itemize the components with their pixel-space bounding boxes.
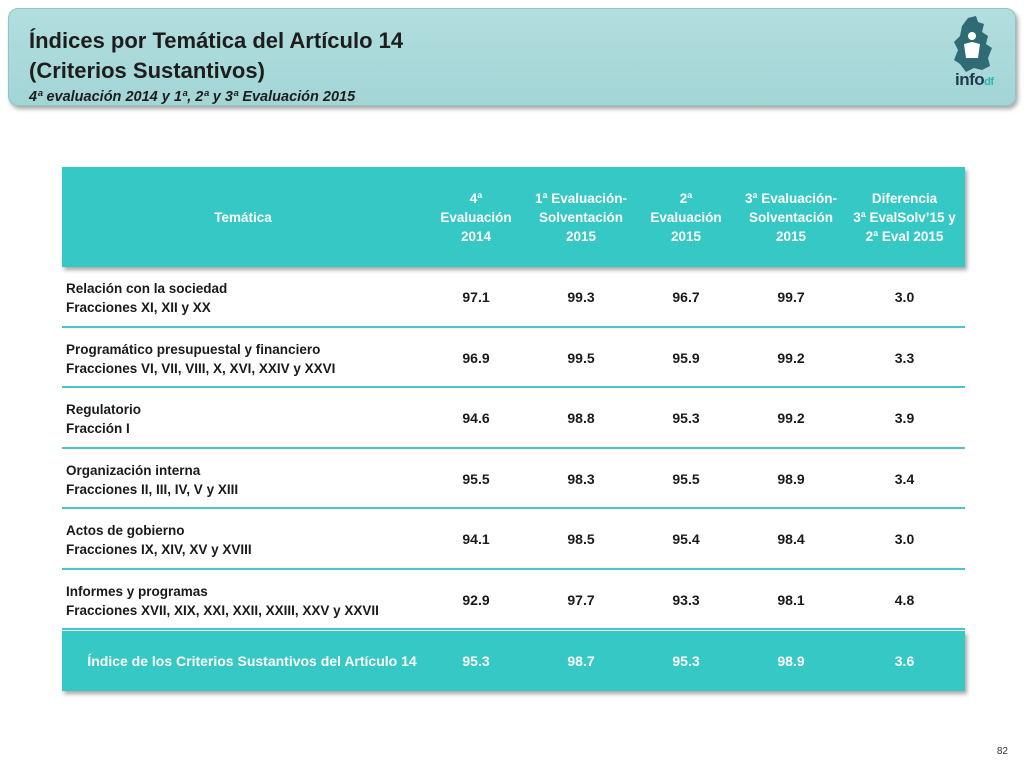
table-cell: 99.3: [567, 289, 595, 305]
total-cell: 98.7: [567, 653, 595, 669]
column-header-tematica: Temática: [214, 209, 272, 225]
page-title-line1: Índices por Temática del Artículo 14: [29, 28, 404, 53]
logo-wordmark-main: info: [955, 70, 985, 89]
column-header-eval1-2015: 1ª Evaluación- Solventación 2015: [534, 190, 628, 244]
table-row: Organización interna Fracciones II, III,…: [62, 449, 965, 509]
table-cell: 95.3: [672, 410, 700, 426]
table-cell: 96.7: [672, 289, 700, 305]
table-cell: 92.9: [462, 591, 490, 608]
table-cell: 97.7: [567, 591, 595, 608]
column-header-eval4-2014: 4ª Evaluación 2014: [440, 190, 512, 244]
column-header-eval3-2015: 3ª Evaluación- Solventación 2015: [744, 190, 838, 244]
table-cell: 95.5: [462, 470, 490, 487]
table-row: Informes y programas Fracciones XVII, XI…: [62, 570, 965, 630]
table-cell: 95.5: [672, 470, 700, 487]
table-cell: 98.8: [567, 410, 595, 426]
page-title-line2: (Criterios Sustantivos): [29, 58, 265, 83]
row-label: Actos de gobierno Fracciones IX, XIV, XV…: [66, 523, 252, 557]
row-label: Programático presupuestal y financiero F…: [66, 341, 336, 376]
logo-wordmark: infodf: [955, 70, 994, 90]
infodf-logo-icon: [954, 16, 992, 72]
table-header: Temática 4ª Evaluación 2014 1ª Evaluació…: [62, 167, 965, 267]
total-cell: 3.6: [894, 653, 915, 669]
total-cell: 98.9: [777, 653, 805, 669]
table-cell: 96.9: [462, 349, 490, 366]
row-label: Informes y programas Fracciones XVII, XI…: [66, 583, 379, 618]
table-cell: 3.0: [894, 289, 915, 305]
criteria-table: Temática 4ª Evaluación 2014 1ª Evaluació…: [62, 167, 965, 691]
row-label: Relación con la sociedad Fracciones XI, …: [66, 281, 228, 315]
table-cell: 3.9: [894, 410, 915, 426]
table-cell: 99.2: [777, 349, 805, 366]
table-cell: 4.8: [894, 591, 915, 608]
table-cell: 99.2: [777, 410, 805, 426]
row-label: Organización interna Fracciones II, III,…: [66, 462, 239, 497]
title-banner: Índices por Temática del Artículo 14 (Cr…: [8, 8, 1016, 106]
table-cell: 97.1: [462, 289, 490, 305]
table-cell: 95.9: [672, 349, 700, 366]
row-label: Regulatorio Fracción I: [66, 402, 142, 436]
table-row: Programático presupuestal y financiero F…: [62, 328, 965, 388]
total-cell: 95.3: [672, 653, 700, 669]
table-cell: 98.5: [567, 531, 595, 547]
table-cell: 99.5: [567, 349, 595, 366]
table-cell: 98.9: [777, 470, 805, 487]
table-cell: 3.3: [894, 349, 915, 366]
table-cell: 93.3: [672, 591, 700, 608]
table-cell: 95.4: [672, 531, 700, 547]
page-number: 82: [996, 746, 1008, 757]
total-cell: 95.3: [462, 653, 490, 669]
table-cell: 94.1: [462, 531, 490, 547]
table-row: Regulatorio Fracción I 94.6 98.8 95.3 99…: [62, 388, 965, 449]
total-row: Índice de los Criterios Sustantivos del …: [62, 631, 965, 691]
table-cell: 94.6: [462, 410, 490, 426]
logo-wordmark-suffix: df: [984, 76, 994, 88]
total-row-label: Índice de los Criterios Sustantivos del …: [87, 653, 417, 669]
table-cell: 99.7: [777, 289, 805, 305]
column-header-diferencia: Diferencia 3ª EvalSolv’15 y 2ª Eval 2015: [853, 190, 956, 244]
page-subtitle: 4ª evaluación 2014 y 1ª, 2ª y 3ª Evaluac…: [29, 89, 356, 105]
table-cell: 98.4: [777, 531, 805, 547]
table-row: Relación con la sociedad Fracciones XI, …: [62, 267, 965, 328]
table-cell: 98.3: [567, 470, 595, 487]
table-cell: 3.4: [894, 470, 915, 487]
column-header-eval2-2015: 2ª Evaluación 2015: [650, 190, 722, 244]
table-cell: 3.0: [894, 531, 915, 547]
table-row: Actos de gobierno Fracciones IX, XIV, XV…: [62, 509, 965, 570]
table-cell: 98.1: [777, 591, 805, 608]
